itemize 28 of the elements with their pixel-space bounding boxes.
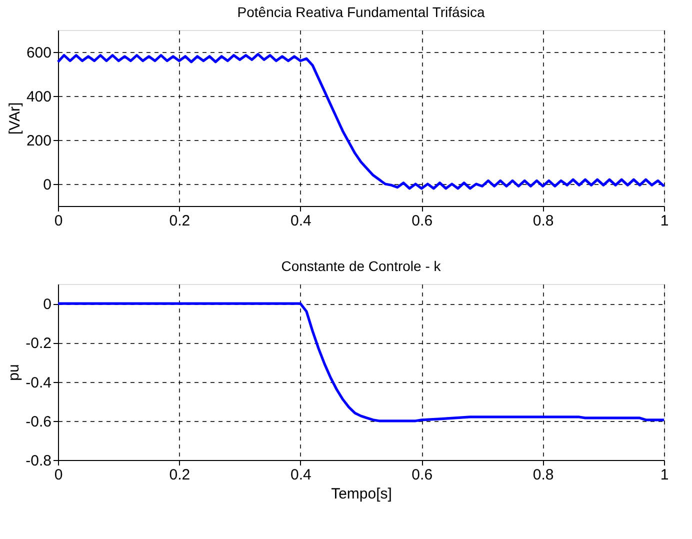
y-tick-label: 600 — [26, 44, 52, 62]
x-tick-label: 1 — [660, 466, 669, 484]
x-tick-label: 0 — [54, 466, 63, 484]
y-axis-title: [VAr] — [6, 102, 24, 135]
y-tick-label: 400 — [26, 88, 52, 106]
y-tick-label: 0 — [43, 176, 52, 194]
x-tick-label: 0.6 — [412, 212, 433, 230]
x-tick-label: 0.2 — [169, 212, 190, 230]
y-tick-label: -0.4 — [26, 374, 52, 392]
x-tick-label: 0.8 — [532, 466, 554, 484]
y-tick-label: -0.2 — [26, 335, 52, 352]
y-tick-label: 200 — [26, 132, 52, 150]
chart-title: Constante de Controle - k — [281, 258, 442, 274]
y-axis-title: pu — [6, 364, 23, 381]
x-tick-label: 0.4 — [290, 466, 312, 484]
line-series — [56, 302, 666, 422]
line-series — [56, 52, 666, 190]
x-tick-label: 0.6 — [412, 466, 433, 484]
x-tick-label: 0.2 — [169, 466, 190, 484]
x-tick-label: 0.4 — [290, 212, 312, 230]
x-tick-label: 0.8 — [532, 212, 554, 230]
y-tick-label: -0.8 — [26, 452, 52, 470]
chart-title: Potência Reativa Fundamental Trifásica — [237, 4, 485, 20]
x-tick-label: 1 — [660, 212, 669, 230]
x-axis-title: Tempo[s] — [331, 486, 392, 502]
x-tick-label: 0 — [54, 212, 63, 230]
y-tick-label: -0.6 — [26, 413, 52, 430]
y-tick-label: 0 — [43, 296, 52, 314]
